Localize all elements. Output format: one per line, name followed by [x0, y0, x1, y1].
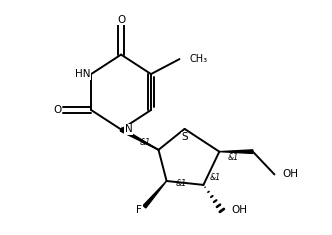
Text: &1: &1: [139, 137, 151, 147]
Text: OH: OH: [282, 169, 298, 179]
Text: CH₃: CH₃: [190, 54, 208, 64]
Text: &1: &1: [210, 173, 221, 183]
Polygon shape: [143, 181, 167, 208]
Text: OH: OH: [231, 205, 247, 215]
Text: HN: HN: [75, 69, 91, 79]
Polygon shape: [219, 150, 253, 153]
Text: S: S: [181, 132, 188, 142]
Text: F: F: [136, 205, 142, 215]
Text: O: O: [117, 15, 125, 25]
Text: &1: &1: [176, 179, 187, 188]
Text: &1: &1: [228, 153, 239, 162]
Text: N: N: [125, 125, 132, 134]
Text: O: O: [53, 105, 61, 115]
Polygon shape: [120, 128, 158, 150]
